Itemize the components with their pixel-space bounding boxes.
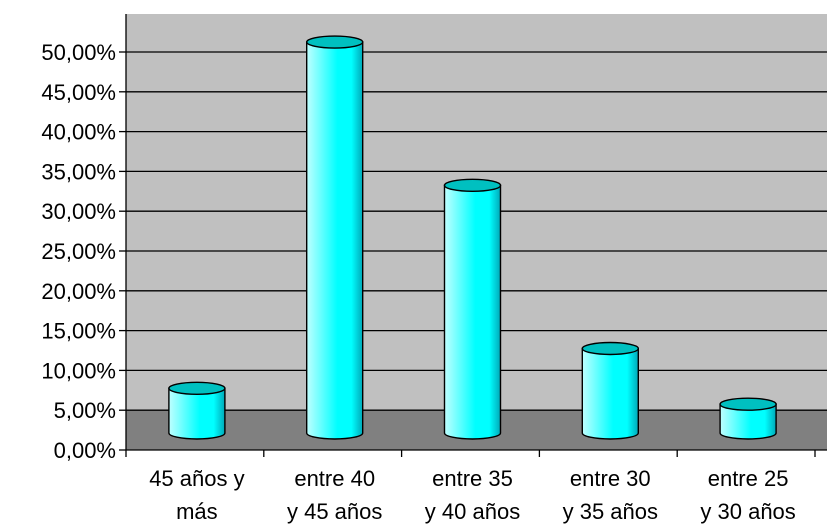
- bar-body: [168, 387, 226, 440]
- x-category-label: y 45 años: [287, 499, 382, 524]
- bar-top: [306, 35, 364, 49]
- y-axis: 0,00% 5,00% 10,00% 15,00% 20,00% 25,00% 30,00%…: [41, 14, 127, 463]
- y-tick-label: 30,00%: [41, 199, 116, 224]
- bar: [719, 397, 777, 440]
- x-category-label: más: [176, 499, 218, 524]
- x-axis: 45 años y más entre 40 y 45 años entre 35 y 4…: [125, 449, 827, 524]
- bar-top: [443, 178, 502, 193]
- y-tick-label: 25,00%: [41, 239, 116, 264]
- x-category-label: y 35 años: [563, 499, 658, 524]
- bar-top: [168, 381, 226, 395]
- bar-body: [443, 184, 502, 440]
- y-tick-label: 45,00%: [41, 80, 116, 105]
- y-tick-label: 35,00%: [41, 159, 116, 184]
- x-category-label: entre 30: [570, 466, 651, 491]
- y-tick-label: 50,00%: [41, 40, 116, 65]
- bar: [306, 35, 364, 440]
- x-category-label: 45 años y: [149, 466, 244, 491]
- y-tick-label: 5,00%: [54, 398, 116, 423]
- bar-top: [719, 397, 777, 411]
- bar: [581, 341, 639, 440]
- x-category-label: entre 40: [294, 466, 375, 491]
- bar: [168, 381, 226, 440]
- y-tick-label: 0,00%: [54, 438, 116, 463]
- y-tick-label: 20,00%: [41, 279, 116, 304]
- bar-body: [581, 347, 639, 440]
- bar-body: [719, 403, 777, 440]
- y-tick-label: 10,00%: [41, 358, 116, 383]
- x-category-label: entre 25: [708, 466, 789, 491]
- y-tick-label: 15,00%: [41, 319, 116, 344]
- x-category-label: entre 35: [432, 466, 513, 491]
- bar-body: [306, 41, 364, 440]
- x-category-label: y 40 años: [425, 499, 520, 524]
- bars: [168, 35, 777, 440]
- bar: [443, 178, 502, 440]
- y-tick-label: 40,00%: [41, 120, 116, 145]
- x-category-label: y 30 años: [700, 499, 795, 524]
- bar-top: [581, 341, 639, 356]
